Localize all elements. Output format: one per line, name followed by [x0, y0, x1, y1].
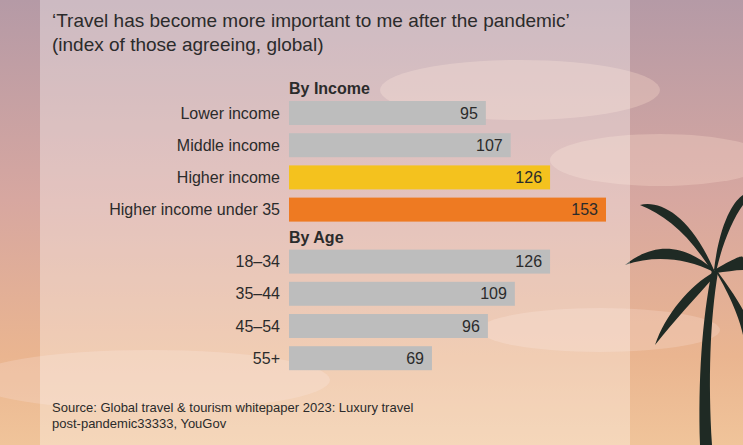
bar [289, 101, 486, 125]
palm-frond [716, 272, 743, 335]
data-label: 126 [515, 169, 542, 186]
text-line: post-pandemic33333, YouGov [52, 416, 227, 431]
text-line: (index of those agreeing, global) [52, 34, 323, 55]
category-label: 45–54 [236, 318, 281, 335]
category-label: Lower income [180, 105, 280, 122]
text-line: ‘Travel has become more important to me … [52, 10, 570, 31]
category-label: 35–44 [236, 285, 281, 302]
category-label: Middle income [177, 137, 280, 154]
chart: ‘Travel has become more important to me … [0, 0, 743, 445]
group-title: By Income [289, 80, 370, 97]
title: ‘Travel has become more important to me … [52, 10, 570, 55]
category-label: 55+ [253, 350, 280, 367]
background [0, 0, 743, 445]
bar [289, 346, 432, 370]
data-label: 109 [480, 285, 507, 302]
data-label: 96 [462, 318, 480, 335]
palm-trunk [700, 270, 719, 445]
bar [289, 282, 515, 306]
palm-frond [714, 195, 743, 272]
bar [289, 314, 488, 338]
palm-frond [640, 204, 714, 272]
text-line: Source: Global travel & tourism whitepap… [52, 400, 413, 415]
data-label: 153 [571, 201, 598, 218]
palm-tree [625, 195, 743, 445]
panel [40, 0, 630, 445]
bar [289, 165, 550, 189]
category-label: 18–34 [236, 253, 281, 270]
bar [289, 250, 550, 274]
source: Source: Global travel & tourism whitepap… [52, 400, 413, 431]
data-label: 126 [515, 253, 542, 270]
labels: By Income Lower income 95 Middle income 107 H… [109, 80, 598, 367]
group-title: By Age [289, 229, 344, 246]
palm-frond [655, 272, 716, 345]
data-label: 95 [460, 105, 478, 122]
bar [289, 198, 606, 222]
data-label: 69 [406, 350, 424, 367]
category-label: Higher income [177, 169, 280, 186]
palm-frond [714, 256, 743, 273]
bars [289, 101, 606, 370]
category-label: Higher income under 35 [109, 201, 280, 218]
bar [289, 133, 511, 157]
data-label: 107 [476, 137, 503, 154]
